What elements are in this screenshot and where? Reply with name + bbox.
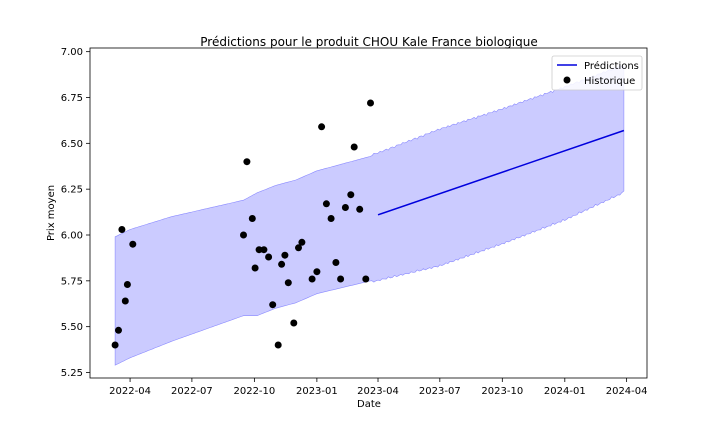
history-point	[251, 264, 259, 272]
history-point	[290, 319, 298, 327]
history-point	[356, 205, 364, 213]
history-point	[118, 226, 126, 233]
y-tick-label: 6.00	[61, 231, 83, 242]
history-point	[255, 246, 263, 254]
history-point	[121, 297, 129, 305]
y-tick-label: 5.50	[61, 322, 83, 333]
x-tick-label: 2022-04	[109, 386, 151, 397]
x-tick-label: 2023-04	[357, 386, 399, 397]
legend-label-predictions: Prédictions	[584, 60, 639, 72]
y-tick-label: 7.00	[61, 47, 83, 58]
history-point	[265, 253, 273, 261]
history-point	[313, 268, 321, 276]
history-point	[284, 279, 292, 287]
x-tick-label: 2023-10	[481, 386, 523, 397]
history-point	[123, 281, 131, 288]
history-point	[111, 341, 119, 349]
legend-swatch-history	[563, 76, 571, 84]
y-tick-label: 6.75	[61, 93, 83, 104]
legend-label-history: Historique	[584, 76, 635, 87]
history-point	[269, 301, 277, 309]
x-tick-label: 2022-10	[233, 386, 275, 397]
history-point	[308, 275, 316, 283]
history-point	[362, 275, 370, 283]
history-point	[274, 341, 282, 349]
prediction-line	[377, 129, 625, 216]
x-tick-label: 2022-07	[171, 386, 213, 397]
prediction-interval-band	[114, 65, 625, 366]
history-point	[332, 259, 340, 266]
history-point	[298, 238, 306, 246]
y-axis-label: Prix moyen	[46, 185, 57, 241]
history-point	[281, 251, 289, 259]
y-axis: 5.25 5.50 5.75 6.00 6.25 6.50 6.75 7.00	[61, 47, 90, 379]
history-point	[278, 260, 286, 268]
x-tick-label: 2023-07	[419, 386, 461, 397]
history-point	[243, 158, 251, 166]
history-point	[115, 326, 122, 334]
history-point	[248, 215, 256, 222]
history-point	[367, 99, 374, 107]
x-tick-label: 2024-04	[606, 386, 648, 397]
chart-title: Prédictions pour le produit CHOU Kale Fr…	[200, 35, 537, 49]
x-tick-label: 2023-01	[296, 386, 338, 397]
history-point	[318, 123, 326, 131]
x-tick-label: 2024-01	[544, 386, 586, 397]
history-point	[341, 204, 349, 211]
history-point	[327, 215, 335, 222]
legend: Prédictions Historique	[551, 55, 643, 91]
x-axis: 2022-04 2022-07 2022-10 2023-01 2023-04 2023-…	[109, 378, 648, 397]
y-tick-label: 6.50	[61, 139, 83, 150]
history-point	[350, 143, 358, 151]
y-tick-label: 5.75	[61, 276, 83, 287]
y-tick-label: 5.25	[61, 368, 83, 379]
history-point	[240, 231, 247, 239]
history-point	[260, 246, 268, 254]
history-point	[322, 200, 330, 208]
x-axis-label: Date	[357, 399, 381, 410]
y-tick-label: 6.25	[61, 185, 83, 196]
history-point	[295, 244, 302, 252]
axes-frame	[89, 47, 648, 379]
plot-area	[111, 65, 625, 366]
history-point	[337, 275, 345, 283]
history-point	[129, 240, 137, 248]
history-point	[347, 191, 355, 199]
